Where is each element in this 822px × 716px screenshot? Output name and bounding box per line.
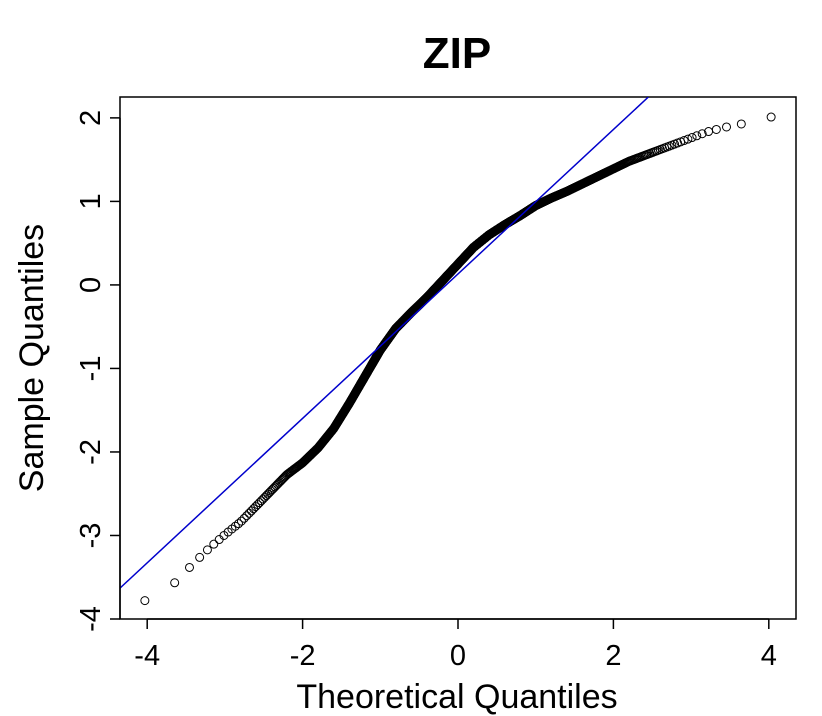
y-tick-label: -3 (75, 523, 107, 549)
y-axis-label: Sample Quantiles (13, 224, 51, 492)
data-point (244, 508, 254, 518)
data-point (184, 562, 194, 572)
data-point (683, 134, 693, 144)
x-tick-label: 2 (605, 640, 621, 672)
data-point (195, 552, 205, 562)
x-tick-label: 0 (450, 640, 466, 672)
data-point (209, 539, 219, 549)
data-point (679, 136, 689, 146)
y-tick-label: -4 (75, 606, 107, 632)
x-axis-label: Theoretical Quantiles (296, 678, 617, 716)
data-point (230, 521, 240, 531)
data-point (261, 491, 271, 501)
data-point (736, 119, 746, 129)
x-tick-label: -2 (290, 640, 316, 672)
y-tick-label: -1 (75, 356, 107, 382)
y-tick-label: -2 (75, 439, 107, 465)
data-point (687, 133, 697, 143)
data-point (711, 124, 721, 134)
data-point (239, 513, 249, 523)
chart-title: ZIP (423, 29, 491, 78)
data-point (258, 494, 268, 504)
data-point (260, 492, 270, 502)
x-tick-label: 4 (761, 640, 777, 672)
data-point (242, 511, 252, 521)
data-point (722, 122, 732, 132)
data-point (202, 545, 212, 555)
x-tick-label: -4 (134, 640, 160, 672)
data-point (236, 516, 246, 526)
y-axis: -4 -3 -2 -1 0 1 2 (75, 110, 121, 632)
data-point (140, 596, 150, 606)
data-points (140, 112, 776, 606)
y-tick-label: 1 (75, 193, 107, 209)
data-point (766, 112, 776, 122)
data-point (692, 131, 702, 141)
y-tick-label: 2 (75, 110, 107, 126)
x-axis: -4 -2 0 2 4 (134, 618, 777, 672)
data-point (697, 129, 707, 139)
plot-frame (119, 96, 797, 620)
reference-line (120, 97, 649, 589)
data-point (234, 519, 243, 529)
y-tick-label: 0 (75, 277, 107, 293)
data-point (170, 578, 180, 588)
